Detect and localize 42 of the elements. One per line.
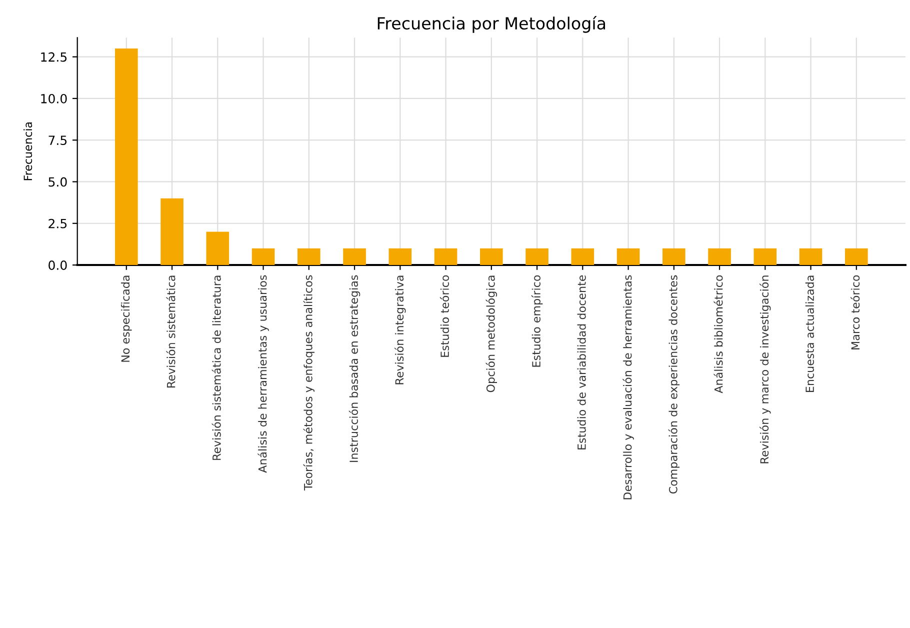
- x-tick-label: Estudio de variabilidad docente: [577, 275, 586, 450]
- x-tick-label: Encuesta actualizada: [805, 276, 814, 392]
- bar: [114, 48, 138, 266]
- x-tick-label: Revisión integrativa: [394, 276, 406, 384]
- x-tick-label: Revisión y marco de investigación: [760, 276, 771, 464]
- y-tick-label: 12.5: [41, 52, 67, 62]
- bar: [526, 248, 548, 266]
- bar: [754, 248, 777, 266]
- bar: [434, 248, 458, 266]
- x-tick-label: Comparación de experiencias docentes: [668, 275, 680, 494]
- x-tick-label: Estudio teórico: [440, 275, 449, 357]
- y-tick-label: 2.5: [48, 218, 67, 228]
- chart-title: Frecuencia por Metodología: [378, 16, 606, 33]
- x-tick-label: No especificada: [121, 276, 132, 362]
- bar: [297, 248, 320, 266]
- bar: [480, 248, 503, 266]
- x-tick-label: Instrucción basada en estrategias: [348, 275, 360, 462]
- x-tick-label: Análisis bibliométrico: [714, 275, 723, 394]
- bar: [662, 248, 686, 266]
- x-tick-label: Revisión sistemática: [166, 276, 176, 388]
- bar: [708, 248, 731, 266]
- x-tick-label: Desarrollo y evaluación de herramientas: [622, 275, 634, 500]
- bar: [160, 198, 184, 266]
- bar: [388, 248, 412, 266]
- bar: [343, 248, 366, 266]
- bar: [571, 248, 594, 266]
- x-tick-label: Opción metodológica: [486, 276, 497, 392]
- x-tick-label: Teorías, métodos y enfoques analíticos: [303, 275, 314, 491]
- y-tick-label: 5.0: [48, 177, 67, 187]
- bar: [252, 248, 275, 266]
- y-tick-label: 7.5: [48, 136, 67, 146]
- x-tick-label: Análisis de herramientas y usuarios: [258, 275, 269, 473]
- y-tick-label: 10.0: [41, 94, 67, 104]
- bar: [799, 248, 822, 266]
- x-tick-label: Revisión sistemática de literatura: [212, 276, 221, 460]
- bar: [616, 248, 640, 266]
- y-axis-title: Frecuencia: [23, 122, 32, 180]
- x-tick-label: Marco teórico: [850, 275, 860, 350]
- x-tick-label: Estudio empírico: [531, 275, 543, 367]
- y-tick-label: 0.0: [48, 260, 67, 270]
- bar: [206, 232, 230, 266]
- bar: [844, 248, 868, 266]
